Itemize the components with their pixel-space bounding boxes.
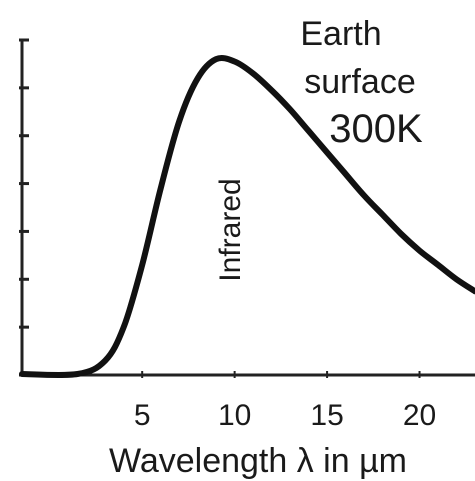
annotation-surface: surface bbox=[304, 63, 416, 101]
x-axis-label: Wavelength λ in µm bbox=[109, 442, 407, 480]
chart-ticks: 5 10 15 20 bbox=[19, 38, 436, 432]
annotation-temperature: 300K bbox=[329, 107, 423, 151]
x-tick-label: 10 bbox=[218, 399, 251, 432]
annotation-infrared: Infrared bbox=[214, 178, 247, 281]
chart-series bbox=[19, 54, 475, 379]
series-line-earth-300k bbox=[19, 54, 475, 379]
x-tick-label: 20 bbox=[403, 399, 436, 432]
x-tick-label: 5 bbox=[134, 399, 151, 432]
x-tick-label: 15 bbox=[310, 399, 343, 432]
chart-axes bbox=[20, 40, 475, 377]
annotation-earth: Earth bbox=[300, 15, 381, 53]
